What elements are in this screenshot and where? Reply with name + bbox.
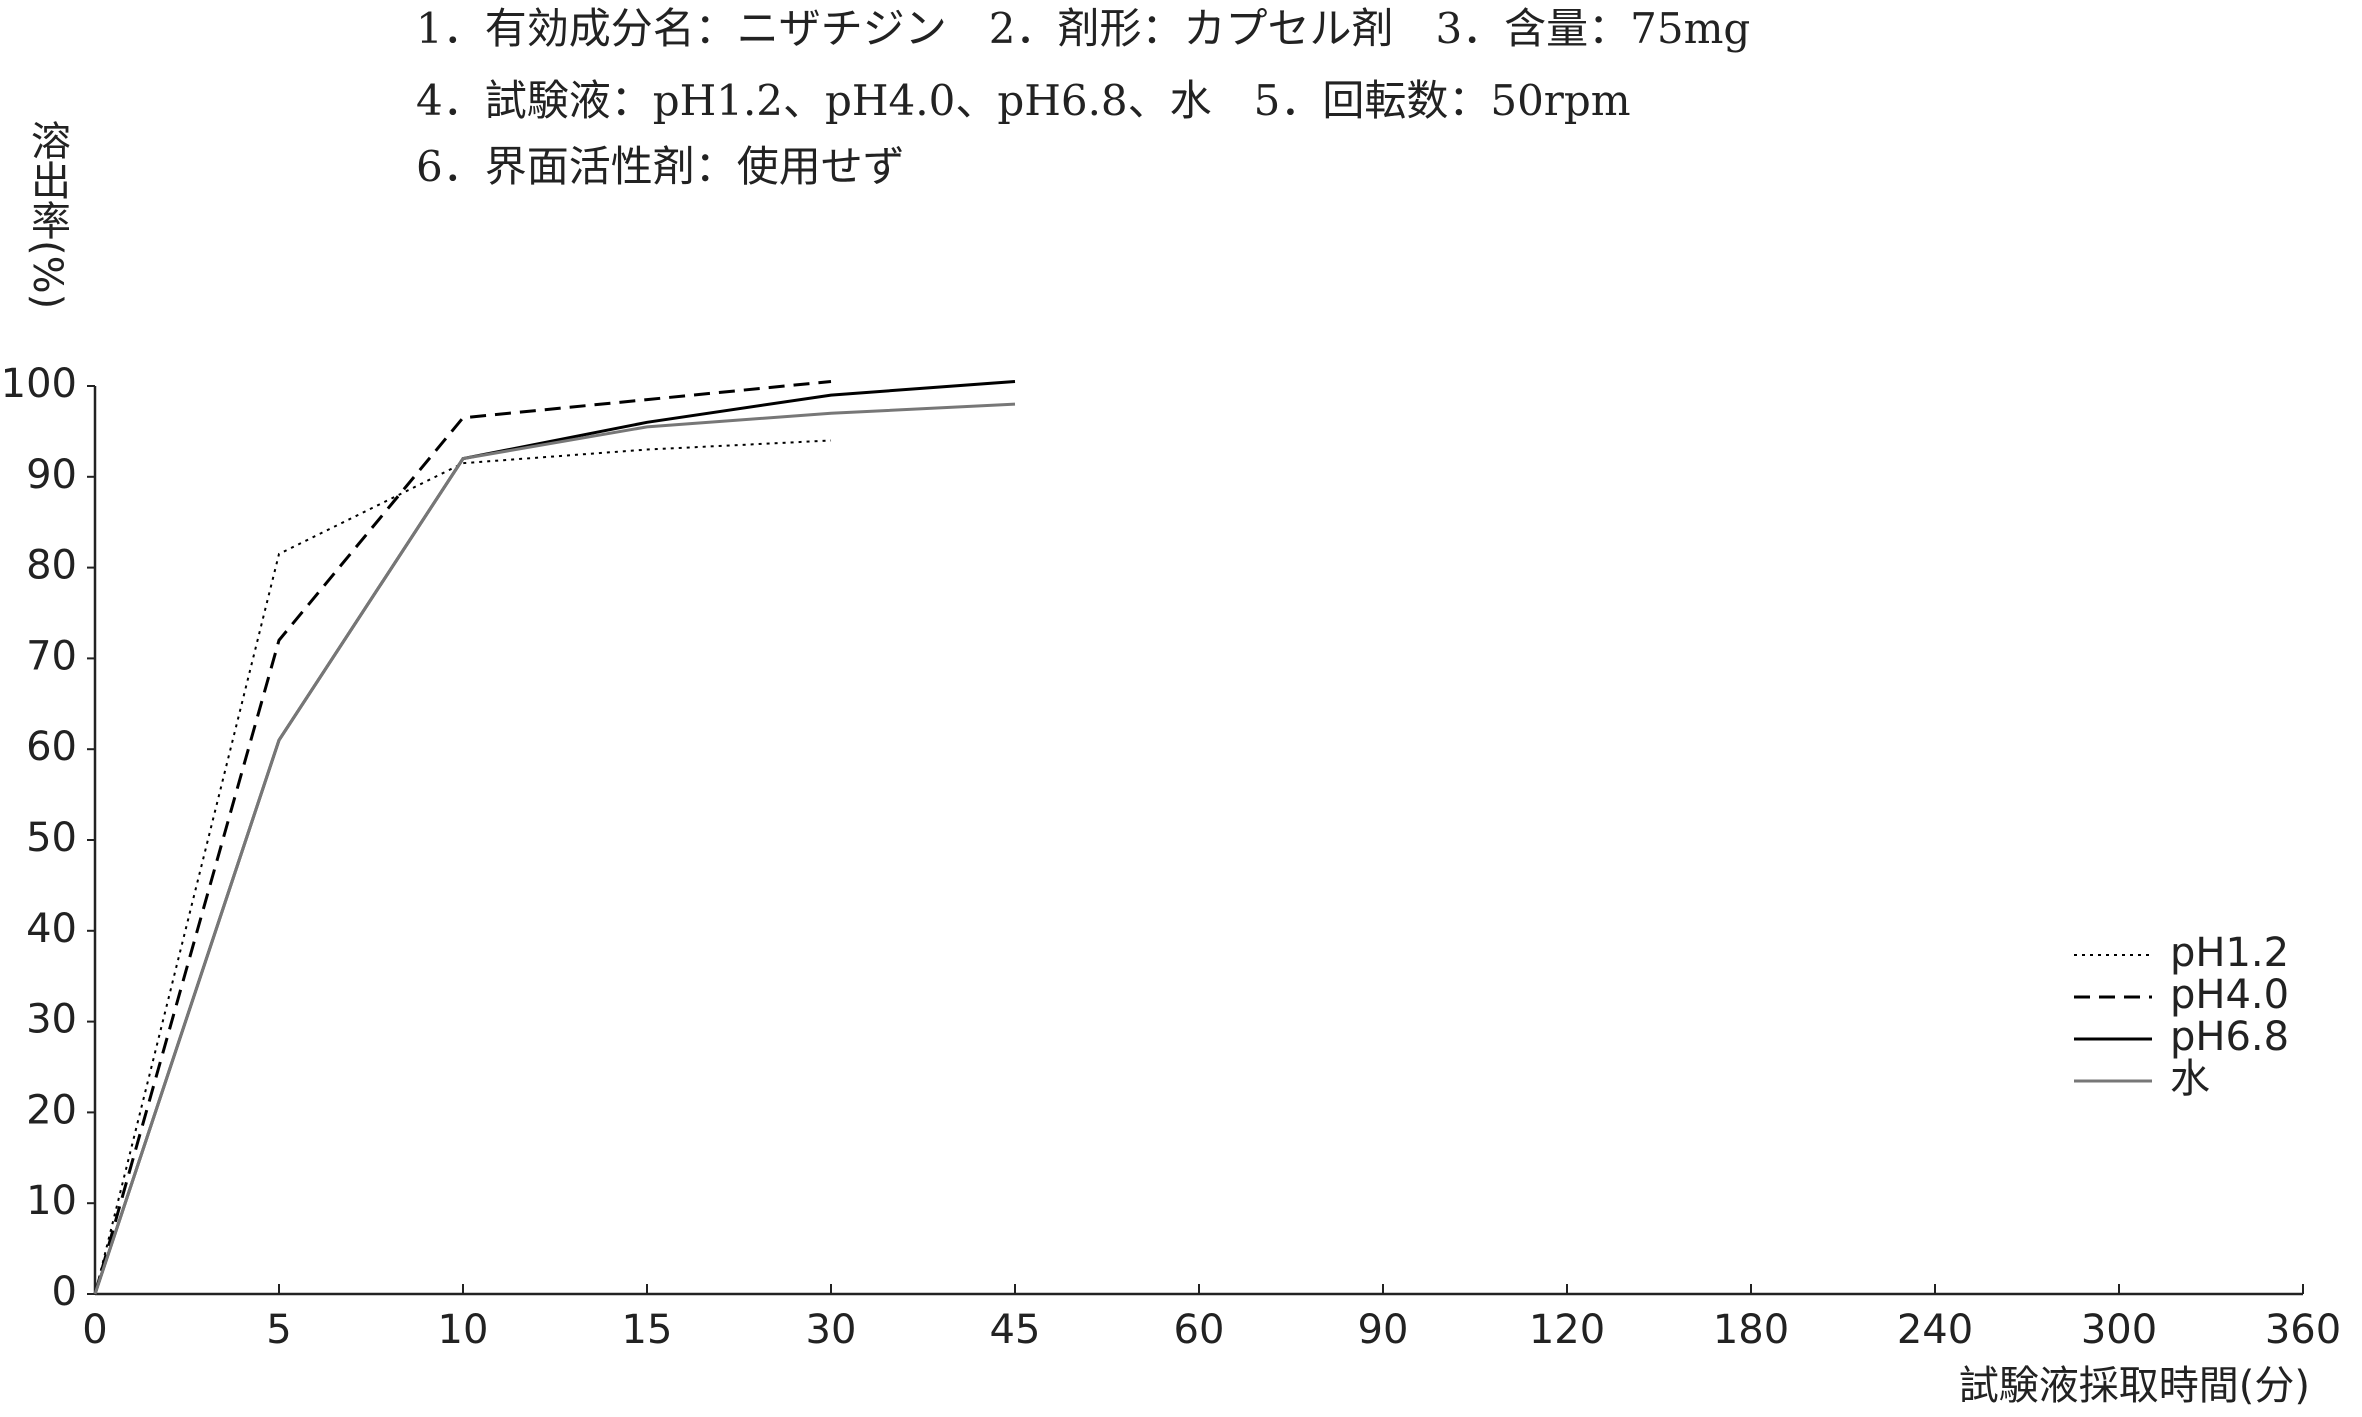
- legend-label: pH1.2: [2170, 930, 2289, 976]
- y-tick-label: 0: [52, 1269, 77, 1315]
- x-tick-label: 30: [806, 1307, 857, 1353]
- x-tick-label: 240: [1897, 1307, 1973, 1353]
- y-tick-label: 70: [26, 633, 77, 679]
- x-tick-label: 0: [82, 1307, 107, 1353]
- x-tick-label: 10: [438, 1307, 489, 1353]
- legend-label: pH6.8: [2170, 1014, 2289, 1060]
- legend-label: 水: [2170, 1056, 2210, 1102]
- y-tick-label: 40: [26, 906, 77, 952]
- x-tick-label: 45: [990, 1307, 1041, 1353]
- series-line: [93, 379, 832, 1295]
- x-tick-label: 60: [1174, 1307, 1225, 1353]
- y-axis-label: 溶出率(%): [24, 120, 70, 309]
- y-tick-label: 60: [26, 724, 77, 770]
- annotation: 4．試験液：pH1.2、pH4.0、pH6.8、水 5．回転数：50rpm: [416, 76, 1631, 125]
- annotation: 6．界面活性剤：使用せず: [416, 142, 905, 191]
- x-tick-label: 300: [2081, 1307, 2157, 1353]
- x-tick-label: 15: [622, 1307, 673, 1353]
- x-tick-label: 180: [1713, 1307, 1789, 1353]
- y-tick-label: 20: [26, 1087, 77, 1133]
- y-tick-label: 100: [1, 361, 77, 407]
- y-tick-label: 50: [26, 815, 77, 861]
- x-tick-label: 5: [266, 1307, 291, 1353]
- x-axis-label: 試験液採取時間(分): [1959, 1363, 2310, 1409]
- x-tick-label: 90: [1358, 1307, 1409, 1353]
- y-tick-label: 30: [26, 997, 77, 1043]
- legend-label: pH4.0: [2170, 972, 2289, 1018]
- y-tick-label: 10: [26, 1178, 77, 1224]
- series-line: [94, 439, 832, 1295]
- x-tick-label: 120: [1529, 1307, 1605, 1353]
- y-tick-label: 90: [26, 452, 77, 498]
- annotation: 1．有効成分名：ニザチジン 2．剤形：カプセル剤 3．含量：75mg: [416, 4, 1750, 53]
- series-line: [93, 379, 1016, 1295]
- x-tick-label: 360: [2265, 1307, 2341, 1353]
- y-tick-label: 80: [26, 543, 77, 589]
- series-line: [93, 402, 1016, 1295]
